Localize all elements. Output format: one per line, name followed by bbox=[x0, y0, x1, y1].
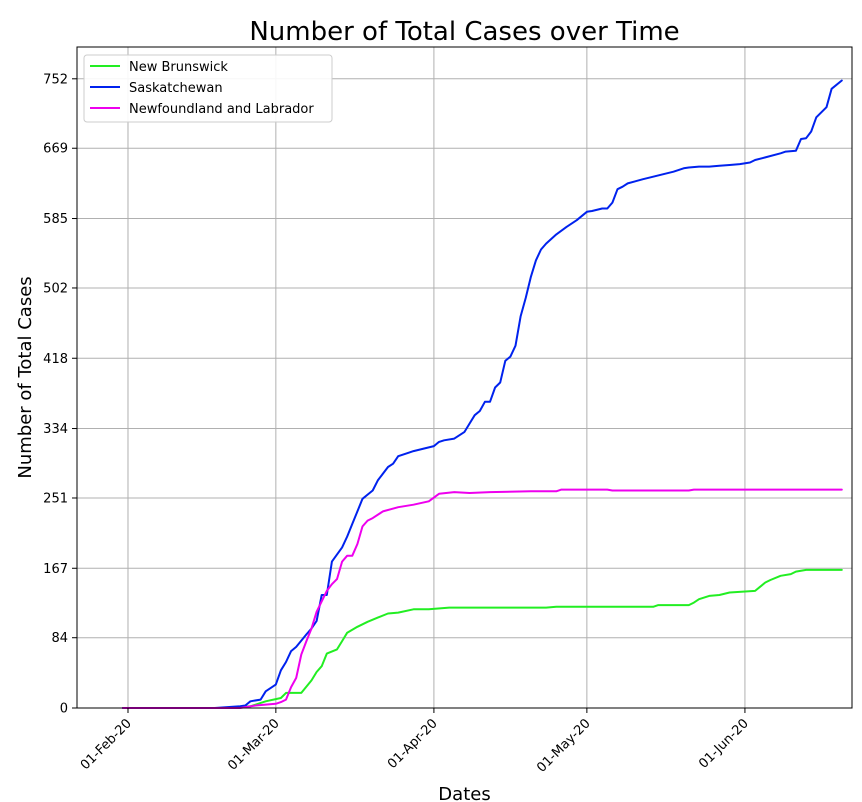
series-line-new-brunswick bbox=[121, 568, 843, 709]
y-tick-label: 84 bbox=[51, 631, 68, 646]
x-tick-label: 01-Feb-20 bbox=[78, 716, 135, 773]
grid-lines bbox=[77, 47, 852, 709]
y-tick-label: 334 bbox=[43, 422, 68, 437]
y-tick-label: 502 bbox=[43, 281, 68, 296]
y-tick-label: 251 bbox=[43, 491, 68, 506]
legend: New Brunswick Saskatchewan Newfoundland … bbox=[83, 54, 333, 123]
y-tick-label: 669 bbox=[43, 142, 68, 157]
x-tick-label: 01-Apr-20 bbox=[385, 716, 441, 772]
legend-label-saskatchewan: Saskatchewan bbox=[129, 81, 223, 96]
y-tick-label: 167 bbox=[43, 562, 68, 577]
legend-label-new-brunswick: New Brunswick bbox=[129, 60, 228, 75]
x-axis-label: Dates bbox=[438, 784, 490, 802]
y-tick-label: 752 bbox=[43, 72, 68, 87]
x-tick-label: 01-May-20 bbox=[534, 716, 593, 775]
y-tick-label: 418 bbox=[43, 352, 68, 367]
series-line-saskatchewan bbox=[121, 79, 843, 709]
x-tick-label: 01-Mar-20 bbox=[225, 716, 282, 773]
chart-title: Number of Total Cases over Time bbox=[249, 17, 679, 47]
x-tick-label: 01-Jun-20 bbox=[696, 716, 752, 772]
legend-label-newfoundland-and-labrador: Newfoundland and Labrador bbox=[129, 102, 314, 117]
y-tick-label: 0 bbox=[60, 702, 68, 717]
series-lines bbox=[121, 79, 843, 709]
y-axis-label: Number of Total Cases bbox=[15, 276, 36, 478]
plot-frame bbox=[76, 46, 853, 709]
legend-box bbox=[83, 54, 333, 123]
y-tick-label: 585 bbox=[43, 212, 68, 227]
series-line-newfoundland-and-labrador bbox=[121, 488, 843, 709]
